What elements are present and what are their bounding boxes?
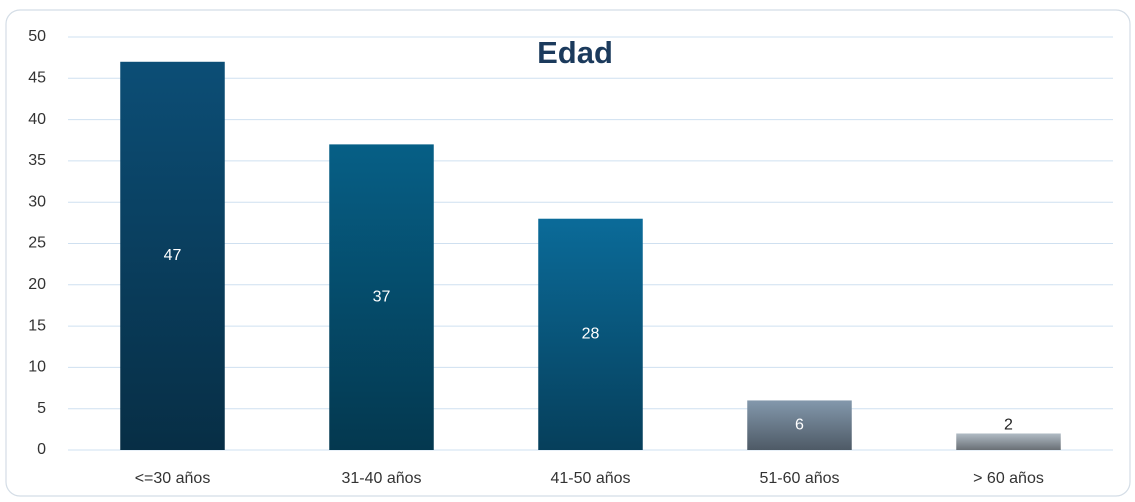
y-tick-label: 35 <box>28 152 46 169</box>
bar <box>329 144 434 450</box>
x-tick-label: 51-60 años <box>759 470 839 487</box>
y-tick-label: 45 <box>28 70 46 87</box>
chart-title: Edad <box>537 35 613 70</box>
value-label: 28 <box>582 326 600 343</box>
y-tick-label: 30 <box>28 193 46 210</box>
bar <box>956 433 1061 450</box>
x-tick-label: 41-50 años <box>550 470 630 487</box>
value-label: 2 <box>1004 417 1013 434</box>
y-tick-label: 40 <box>28 111 46 128</box>
y-tick-label: 0 <box>37 441 46 458</box>
x-tick-label: <=30 años <box>135 470 211 487</box>
value-label: 37 <box>373 288 391 305</box>
y-tick-label: 50 <box>28 28 46 45</box>
y-tick-label: 25 <box>28 235 46 252</box>
bar <box>747 400 852 450</box>
y-tick-label: 10 <box>28 359 46 376</box>
y-tick-label: 20 <box>28 276 46 293</box>
y-tick-label: 15 <box>28 317 46 334</box>
y-tick-label: 5 <box>37 400 46 417</box>
x-tick-label: 31-40 años <box>341 470 421 487</box>
value-label: 6 <box>795 416 804 433</box>
x-tick-label: > 60 años <box>973 470 1044 487</box>
bar <box>538 218 643 450</box>
bar <box>120 61 225 450</box>
value-label: 47 <box>164 247 182 264</box>
